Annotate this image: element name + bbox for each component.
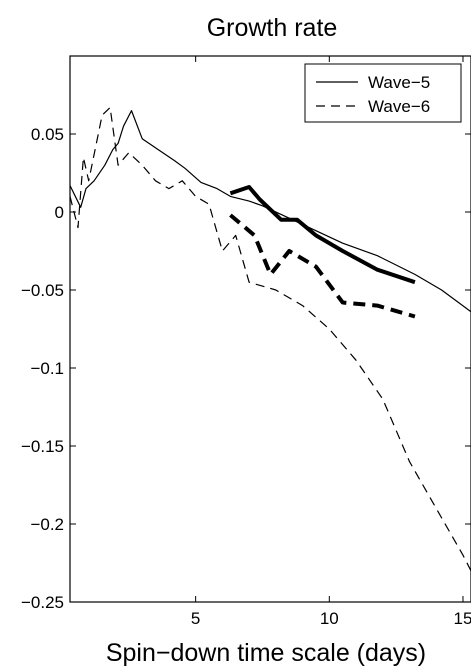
chart-title: Growth rate <box>207 14 338 42</box>
y-tick-label: −0.1 <box>30 359 64 378</box>
axis-ticks: 0.05 0 −0.05 −0.1 −0.15 −0.2 −0.25 5 10 15 <box>21 56 471 628</box>
legend: Wave−5 Wave−6 <box>304 63 462 123</box>
legend-label-wave-6: Wave−6 <box>368 97 430 116</box>
series-wave-6-thick <box>229 213 416 319</box>
series-wave-5-thin <box>69 109 471 313</box>
x-tick-label: 5 <box>191 609 200 628</box>
y-tick-label: −0.15 <box>21 437 64 456</box>
legend-box <box>304 63 462 123</box>
plot-series <box>69 106 471 572</box>
legend-label-wave-5: Wave−5 <box>368 73 430 92</box>
y-tick-label: −0.05 <box>21 281 64 300</box>
x-axis-label: Spin−down time scale (days) <box>106 639 426 667</box>
series-wave-5-thick <box>229 185 416 285</box>
series-wave-6-thin <box>69 106 471 572</box>
y-tick-label: −0.2 <box>30 515 64 534</box>
x-tick-label: 10 <box>320 609 339 628</box>
plot-frame <box>69 55 471 603</box>
x-tick-label: 15 <box>454 609 471 628</box>
y-tick-label: 0 <box>55 203 64 222</box>
y-tick-label: 0.05 <box>31 125 64 144</box>
y-tick-label: −0.25 <box>21 593 64 612</box>
